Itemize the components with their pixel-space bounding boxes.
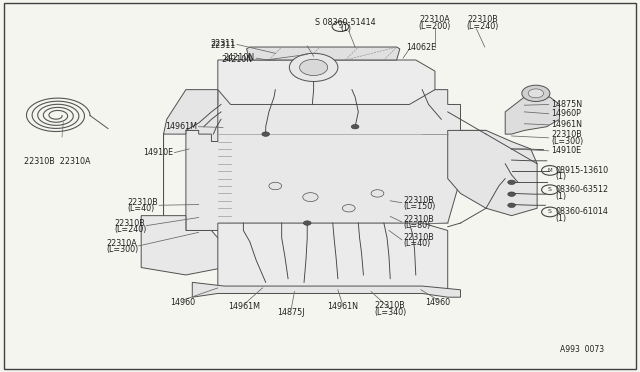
Text: 14960: 14960 [426,298,451,307]
Text: 14960: 14960 [170,298,195,307]
Circle shape [262,132,269,137]
Text: 22310B: 22310B [403,232,434,242]
Circle shape [371,190,384,197]
Text: 14961M: 14961M [228,302,260,311]
Text: 08915-13610: 08915-13610 [556,166,609,175]
Text: 14910E: 14910E [551,146,581,155]
Text: (L=40): (L=40) [127,205,154,214]
Text: 22310B: 22310B [375,301,406,310]
Text: (1): (1) [556,214,567,223]
Text: 14062E: 14062E [406,42,436,51]
Text: 22310B: 22310B [403,215,434,224]
Text: (1): (1) [340,24,351,33]
Text: (L=340): (L=340) [374,308,406,317]
Polygon shape [218,60,435,105]
Circle shape [289,53,338,81]
Circle shape [300,59,328,76]
Text: 24210N: 24210N [222,55,253,64]
Text: 22310A: 22310A [420,16,451,25]
Polygon shape [218,223,448,294]
Circle shape [342,205,355,212]
Text: 14875N: 14875N [551,100,582,109]
Text: 08360-63512: 08360-63512 [556,185,609,194]
Text: 14910E: 14910E [143,148,173,157]
Circle shape [269,182,282,190]
Circle shape [351,125,359,129]
Circle shape [303,193,318,202]
Text: S: S [339,24,342,29]
Text: (L=150): (L=150) [403,202,435,211]
Text: (L=200): (L=200) [419,22,451,31]
Polygon shape [186,90,486,231]
Text: (L=300): (L=300) [551,137,584,146]
Polygon shape [505,97,559,134]
Text: (L=40): (L=40) [403,239,430,248]
Text: (1): (1) [556,172,567,181]
Text: 14960P: 14960P [551,109,581,118]
Text: S 08360-51414: S 08360-51414 [316,18,376,27]
Polygon shape [448,131,537,216]
Text: 14961N: 14961N [327,302,358,311]
Text: 22310B: 22310B [551,130,582,140]
Text: 08360-61014: 08360-61014 [556,208,609,217]
Text: (1): (1) [556,192,567,201]
Text: S: S [548,209,552,214]
Text: 22310B  22310A: 22310B 22310A [24,157,90,166]
Text: 14961M: 14961M [165,122,197,131]
Text: (L=240): (L=240) [467,22,499,31]
Text: 22311: 22311 [211,41,236,50]
Circle shape [508,192,515,196]
Text: 22310B: 22310B [127,198,158,207]
Circle shape [522,85,550,102]
Text: 22310B: 22310B [467,16,498,25]
Text: A993  0073: A993 0073 [560,344,604,353]
Text: (L=80): (L=80) [403,221,430,230]
Text: 14961N: 14961N [551,121,582,129]
Text: S: S [548,187,552,192]
Circle shape [528,89,543,98]
Polygon shape [164,90,218,223]
Polygon shape [192,282,461,297]
Circle shape [303,221,311,225]
Circle shape [508,180,515,185]
Text: (L=300): (L=300) [106,245,138,254]
Text: (L=240): (L=240) [115,225,147,234]
Text: M: M [548,168,552,173]
Polygon shape [141,216,224,275]
Text: 24210N: 24210N [224,52,255,61]
Polygon shape [246,47,400,60]
Text: 22311: 22311 [211,39,236,48]
Text: 22310B: 22310B [403,196,434,205]
Text: 22310B: 22310B [115,219,145,228]
Text: 14875J: 14875J [278,308,305,317]
Circle shape [508,203,515,208]
Text: 22310A: 22310A [106,239,137,248]
